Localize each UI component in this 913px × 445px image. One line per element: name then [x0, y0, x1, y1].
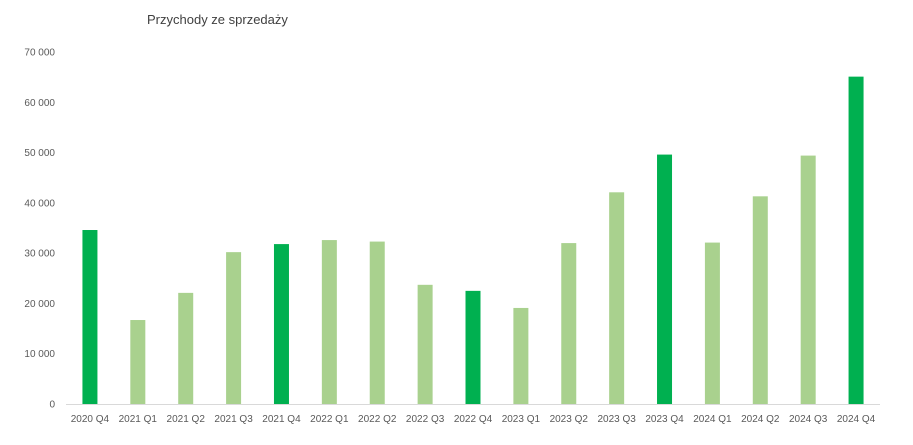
bar-2022-q1: [321, 240, 337, 404]
bar-2021-q4: [273, 244, 289, 404]
bar-2022-q2: [369, 241, 385, 404]
x-tick-label: 2022 Q3: [406, 414, 445, 425]
bar-2023-q4: [657, 154, 673, 404]
x-tick-label: 2023 Q4: [645, 414, 684, 425]
x-tick-label: 2021 Q2: [167, 414, 206, 425]
y-tick-label: 70 000: [24, 48, 55, 59]
x-tick-label: 2021 Q3: [214, 414, 253, 425]
bar-2023-q1: [513, 307, 529, 404]
y-tick-label: 0: [49, 400, 55, 411]
bar-2022-q3: [417, 284, 433, 404]
bar-2023-q3: [609, 192, 625, 404]
x-tick-label: 2023 Q1: [502, 414, 541, 425]
bar-2022-q4: [465, 290, 481, 404]
x-tick-label: 2020 Q4: [71, 414, 110, 425]
y-tick-label: 60 000: [24, 98, 55, 109]
bar-2023-q2: [561, 243, 577, 404]
bar-2021-q2: [178, 292, 194, 404]
y-tick-label: 50 000: [24, 148, 55, 159]
x-tick-label: 2022 Q2: [358, 414, 397, 425]
y-tick-label: 20 000: [24, 299, 55, 310]
x-tick-label: 2024 Q3: [789, 414, 828, 425]
bar-2024-q4: [848, 76, 864, 404]
y-tick-label: 40 000: [24, 198, 55, 209]
chart-title: Przychody ze sprzedaży: [147, 12, 288, 27]
x-tick-label: 2022 Q1: [310, 414, 349, 425]
bar-2024-q2: [752, 196, 768, 404]
bar-2021-q3: [226, 252, 242, 404]
x-tick-label: 2024 Q1: [693, 414, 732, 425]
x-tick-label: 2022 Q4: [454, 414, 493, 425]
x-tick-label: 2024 Q2: [741, 414, 780, 425]
bar-2020-q4: [82, 230, 98, 404]
x-tick-label: 2021 Q4: [262, 414, 301, 425]
x-tick-label: 2023 Q3: [597, 414, 636, 425]
y-tick-label: 10 000: [24, 349, 55, 360]
x-tick-label: 2023 Q2: [550, 414, 589, 425]
x-tick-label: 2024 Q4: [837, 414, 876, 425]
bar-2024-q3: [800, 155, 816, 404]
bar-2024-q1: [704, 242, 720, 404]
bar-2021-q1: [130, 320, 146, 404]
y-tick-label: 30 000: [24, 249, 55, 260]
x-tick-label: 2021 Q1: [119, 414, 158, 425]
